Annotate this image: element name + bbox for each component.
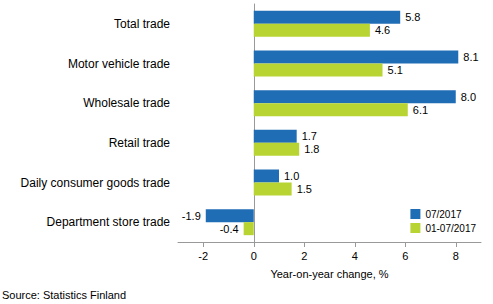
svg-text:5.1: 5.1	[388, 64, 403, 76]
svg-text:4: 4	[352, 250, 358, 262]
svg-text:-2: -2	[198, 250, 208, 262]
svg-text:5.8: 5.8	[405, 11, 420, 23]
svg-text:8: 8	[453, 250, 459, 262]
svg-text:1.8: 1.8	[304, 143, 319, 155]
svg-text:4.6: 4.6	[375, 24, 390, 36]
svg-text:Wholesale trade: Wholesale trade	[83, 96, 170, 110]
svg-text:Daily consumer goods trade: Daily consumer goods trade	[21, 176, 171, 190]
svg-text:-0.4: -0.4	[220, 223, 239, 235]
svg-text:-1.9: -1.9	[182, 210, 201, 222]
svg-text:Motor vehicle trade: Motor vehicle trade	[68, 57, 170, 71]
svg-text:Year-on-year change, %: Year-on-year change, %	[270, 268, 388, 280]
svg-text:1.0: 1.0	[284, 170, 299, 182]
svg-text:Retail trade: Retail trade	[109, 136, 171, 150]
svg-text:1.5: 1.5	[297, 183, 312, 195]
svg-text:Source: Statistics Finland: Source: Statistics Finland	[2, 289, 126, 301]
svg-text:2: 2	[301, 250, 307, 262]
svg-text:01-07/2017: 01-07/2017	[425, 223, 476, 234]
svg-text:1.7: 1.7	[302, 130, 317, 142]
svg-text:6.1: 6.1	[413, 104, 428, 116]
svg-text:6: 6	[402, 250, 408, 262]
svg-text:8.1: 8.1	[463, 51, 478, 63]
svg-text:07/2017: 07/2017	[425, 209, 462, 220]
svg-text:8.0: 8.0	[461, 91, 476, 103]
svg-text:Total trade: Total trade	[114, 17, 170, 31]
svg-text:Department store trade: Department store trade	[47, 215, 171, 229]
svg-text:0: 0	[251, 250, 257, 262]
